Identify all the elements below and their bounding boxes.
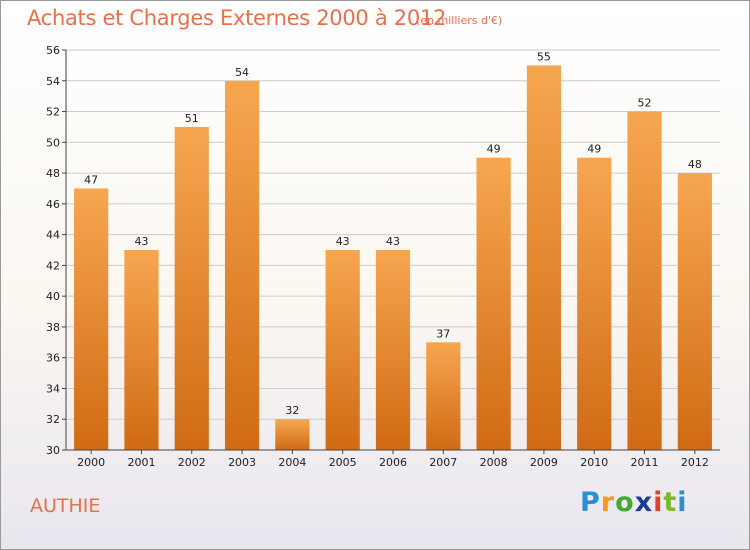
data-label: 51 — [185, 112, 199, 125]
y-tick-label: 34 — [46, 382, 60, 395]
x-tick-label: 2000 — [77, 456, 105, 469]
x-tick-label: 2001 — [127, 456, 155, 469]
data-label: 32 — [285, 404, 299, 417]
y-tick-label: 56 — [46, 44, 60, 57]
bar-2002 — [174, 126, 209, 450]
x-tick-label: 2006 — [379, 456, 407, 469]
bar-2007 — [426, 342, 461, 450]
y-tick-label: 54 — [46, 75, 60, 88]
y-tick-label: 42 — [46, 259, 60, 272]
data-label: 54 — [235, 66, 249, 79]
y-tick-label: 40 — [46, 290, 60, 303]
bar-2003 — [224, 80, 260, 451]
data-label: 43 — [336, 235, 350, 248]
x-tick-label: 2010 — [580, 456, 608, 469]
y-tick-label: 32 — [46, 413, 60, 426]
bar-2004 — [275, 419, 310, 450]
x-tick-label: 2002 — [178, 456, 206, 469]
commune-name: AUTHIE — [30, 495, 101, 517]
chart-title: Achats et Charges Externes 2000 à 2012 — [27, 6, 447, 30]
data-label: 49 — [487, 143, 501, 156]
data-label: 43 — [386, 235, 400, 248]
data-label: 47 — [84, 173, 98, 186]
bar-2008 — [476, 157, 511, 450]
y-tick-label: 46 — [46, 198, 60, 211]
chart-subtitle: (en milliers d'€) — [416, 14, 503, 27]
data-label: 55 — [537, 50, 551, 63]
data-label: 43 — [134, 235, 148, 248]
y-tick-label: 52 — [46, 106, 60, 119]
bar-2012 — [677, 173, 712, 451]
axes: 30 32 34 36 38 40 42 44 46 48 50 52 54 56 2000 2001 2002… — [46, 44, 720, 469]
y-tick-label: 50 — [46, 136, 60, 149]
bar-2010 — [577, 157, 612, 450]
data-label: 49 — [587, 143, 601, 156]
x-tick-label: 2007 — [429, 456, 457, 469]
data-label: 37 — [436, 327, 450, 340]
x-tick-label: 2004 — [278, 456, 306, 469]
bar-2001 — [124, 250, 159, 450]
y-tick-label: 44 — [46, 229, 60, 242]
proxiti-logo[interactable]: Proxiti — [580, 487, 688, 518]
x-tick-label: 2012 — [681, 456, 709, 469]
data-label: 48 — [688, 158, 702, 171]
x-tick-label: 2008 — [480, 456, 508, 469]
x-tick-label: 2009 — [530, 456, 558, 469]
y-tick-label: 30 — [46, 444, 60, 457]
y-tick-label: 36 — [46, 352, 60, 365]
data-label: 52 — [638, 97, 652, 110]
bar-2006 — [375, 250, 411, 450]
bar-2011 — [627, 111, 662, 451]
bars: 47 43 51 54 32 43 43 37 49 55 49 52 48 — [74, 50, 712, 451]
x-tick-label: 2003 — [228, 456, 256, 469]
y-tick-label: 48 — [46, 167, 60, 180]
bar-2000 — [74, 188, 109, 450]
x-tick-label: 2011 — [631, 456, 659, 469]
bar-2005 — [325, 250, 360, 450]
bar-2009 — [526, 65, 562, 450]
x-tick-label: 2005 — [329, 456, 357, 469]
y-tick-label: 38 — [46, 321, 60, 334]
